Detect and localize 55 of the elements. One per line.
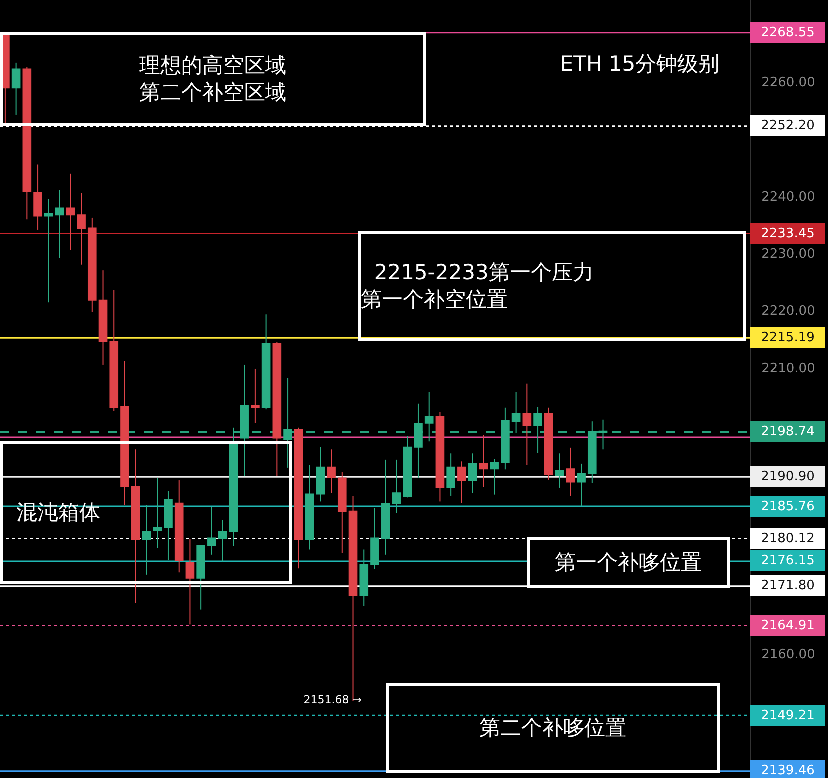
candlestick [284,378,292,468]
candlestick [186,538,195,626]
annotation: 第一个补哆位置 [555,550,702,574]
annotation: 第二个补哆位置 [480,716,626,740]
candlestick [458,461,466,504]
ref-line-label: 2176.15 [761,554,815,568]
candlestick [327,449,336,494]
annotation: 混沌箱体 [3,500,100,524]
candlestick [424,392,434,442]
candlestick [446,453,456,496]
candlestick [490,458,499,496]
candlestick [392,459,402,514]
annotation: 理想的高空区域第二个补空区域 [140,53,286,105]
ref-line-label: 2268.55 [761,26,815,40]
ref-line-label: 2233.45 [761,226,815,242]
candlestick [468,453,478,494]
candlestick [598,419,608,450]
candlestick [522,383,532,466]
ref-line-label: 2149.21 [761,708,815,724]
candlestick [44,198,54,304]
candlestick [251,368,260,424]
candlestick [479,434,488,488]
candlestick [153,478,162,549]
ref-line-label: 2139.46 [761,764,815,778]
candlestick [142,504,152,576]
candlestick [512,392,521,434]
candlestick [577,463,586,507]
ref-line-label: 2252.20 [761,118,815,134]
candlestick [414,403,423,479]
candlestick [66,173,76,250]
candlestick [534,406,542,454]
y-tick-label: 2260.00 [762,75,816,90]
ref-line-label: 2185.76 [761,500,815,514]
candlestick [12,62,21,116]
y-tick-label: 2240.00 [762,190,816,205]
y-tick-label: 2210.00 [762,361,816,376]
candlestick [566,447,576,496]
ref-line-label: 2164.91 [761,618,815,634]
candlestick [55,190,64,258]
annotation: 2215-2233第一个压力第一个补空位置 [361,260,594,312]
ref-line-label: 2171.80 [761,578,815,594]
ref-line-label: 2180.12 [761,532,815,546]
candlestick [555,453,564,488]
ref-line-label: 2198.74 [761,424,815,440]
annotation: ETH 15分钟级别 [560,52,720,76]
y-tick-label: 2220.00 [762,304,816,320]
candlestick [208,506,216,556]
ref-line-label: 2215.19 [761,330,815,346]
annotation: 2151.68 → [304,694,362,706]
candlestick [77,192,86,266]
ref-line-label: 2190.90 [761,470,815,484]
candlestick [34,164,42,230]
candlestick [218,520,228,562]
y-tick-label: 2160.00 [762,647,816,662]
y-tick-label: 2230.00 [762,246,816,262]
